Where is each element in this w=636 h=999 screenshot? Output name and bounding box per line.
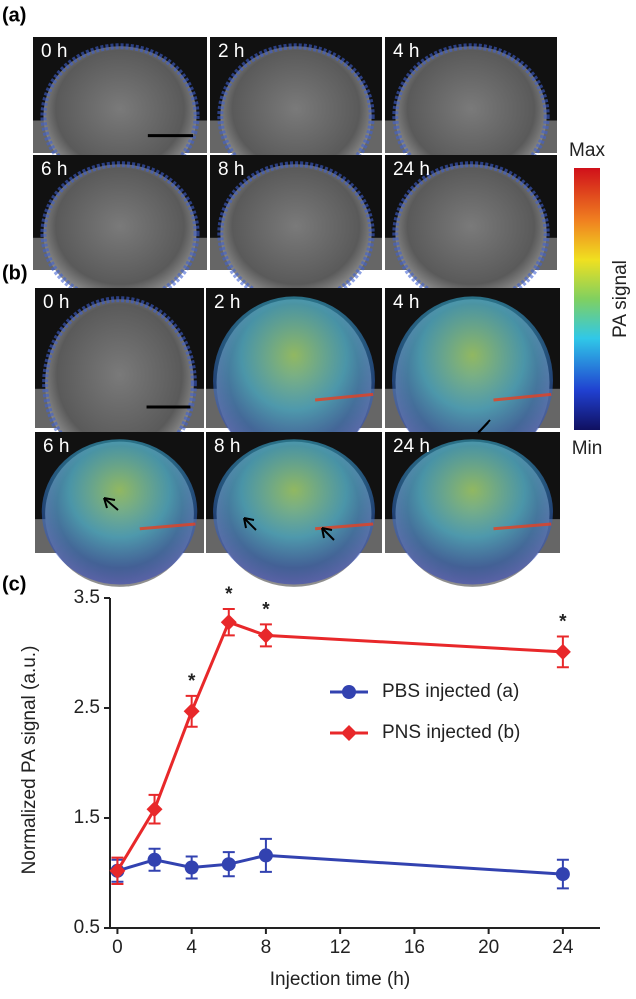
series-line (116, 620, 563, 872)
pa-signal (41, 439, 198, 585)
significance-mark: * (262, 599, 270, 620)
pa-signal (217, 43, 375, 189)
legend-label: PBS injected (a) (382, 681, 519, 702)
arrow-head (243, 517, 255, 529)
x-tick-label: 16 (404, 937, 425, 958)
significance-mark: * (559, 612, 567, 633)
tissue (43, 164, 197, 303)
data-point (257, 627, 274, 644)
tissue (395, 164, 547, 303)
tissue (395, 46, 547, 186)
x-axis-label: Injection time (h) (270, 969, 410, 990)
frame-label: 4 h (393, 292, 419, 313)
frame-label: 6 h (41, 159, 67, 180)
data-point (147, 852, 162, 867)
legend-marker (341, 725, 357, 741)
frame-label: 24 h (393, 159, 430, 180)
y-tick-label: 1.5 (74, 807, 100, 828)
data-point (555, 867, 570, 882)
frame-label: 8 h (214, 436, 240, 457)
colorbar-max: Max (569, 140, 605, 161)
x-tick-label: 24 (552, 937, 574, 958)
significance-mark: * (188, 671, 196, 692)
pa-signal (392, 43, 550, 189)
colorbar-min: Min (572, 438, 603, 459)
panel-label: (a) (2, 4, 26, 26)
y-axis-label: Normalized PA signal (a.u.) (19, 646, 40, 875)
colorbar (574, 168, 600, 430)
arrow-head (103, 497, 116, 509)
frame-label: 6 h (43, 436, 69, 457)
vessel-signal (493, 522, 552, 531)
pa-signal (40, 43, 200, 189)
frame-label: 24 h (393, 436, 430, 457)
tissue (45, 299, 194, 468)
arrow (243, 517, 257, 531)
arrow-head (477, 421, 489, 434)
pa-signal (213, 439, 375, 585)
data-point (258, 848, 273, 863)
frame-label: 0 h (43, 292, 69, 313)
frame-label: 4 h (393, 41, 419, 62)
vessel-signal (139, 522, 196, 531)
tissue (43, 46, 197, 186)
data-point (554, 643, 571, 660)
frame-label: 8 h (218, 159, 244, 180)
data-point (146, 801, 163, 818)
data-point (183, 703, 200, 720)
panel-label: (b) (2, 262, 28, 284)
tissue (220, 46, 372, 186)
data-point (221, 857, 236, 872)
pa-signal (392, 296, 553, 465)
frame-label: 0 h (41, 41, 67, 62)
x-tick-label: 8 (261, 937, 272, 958)
pa-signal (392, 161, 550, 306)
pa-signal (42, 296, 197, 471)
x-tick-label: 4 (186, 937, 197, 958)
legend-label: PNS injected (b) (382, 722, 520, 743)
significance-mark: * (225, 584, 233, 605)
y-tick-label: 2.5 (74, 697, 100, 718)
arrow-head (321, 527, 333, 539)
y-tick-label: 0.5 (74, 917, 100, 938)
y-tick-label: 3.5 (74, 587, 100, 608)
data-point (109, 862, 126, 879)
pa-signal (213, 296, 375, 465)
panel-label: (c) (2, 573, 26, 595)
data-point (184, 860, 199, 875)
pa-signal (217, 161, 375, 306)
x-tick-label: 20 (478, 937, 499, 958)
vessel-signal (493, 392, 552, 402)
data-point (220, 614, 237, 631)
series-line (116, 853, 563, 876)
arrow (103, 497, 119, 511)
pa-signal (392, 439, 553, 585)
frame-label: 2 h (214, 292, 240, 313)
arrow (321, 527, 335, 541)
legend-marker (342, 685, 356, 699)
x-tick-label: 12 (330, 937, 351, 958)
vessel-signal (314, 392, 374, 402)
frame-label: 2 h (218, 41, 244, 62)
colorbar-title: PA signal (610, 260, 631, 338)
pa-signal (40, 161, 200, 306)
tissue (220, 164, 372, 303)
x-tick-label: 0 (112, 937, 123, 958)
